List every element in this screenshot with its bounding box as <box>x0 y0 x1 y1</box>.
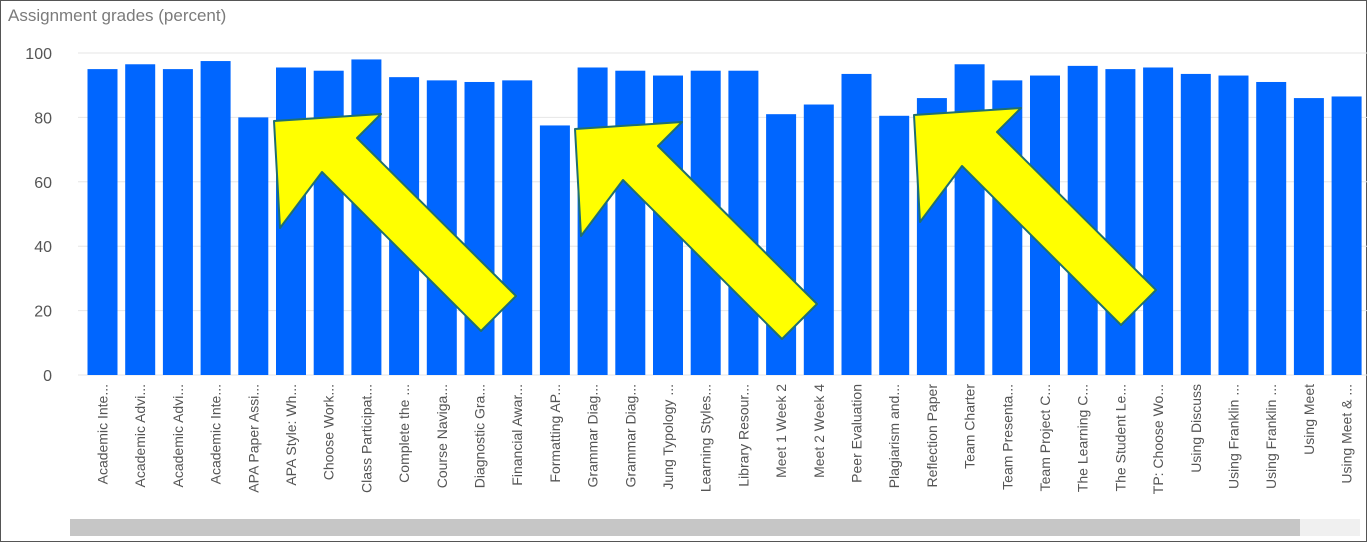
bar <box>200 61 231 376</box>
x-tick-label: Formatting AP... <box>547 384 563 483</box>
x-tick-label: Diagnostic Gra... <box>472 384 488 488</box>
x-tick-label: Meet 1 Week 2 <box>773 384 789 478</box>
x-tick-label: Reflection Paper <box>924 384 940 488</box>
x-tick-label: Meet 2 Week 4 <box>811 384 827 478</box>
x-tick-label: APA Style: Wh... <box>283 384 299 486</box>
bar <box>1143 67 1174 376</box>
highlight-arrow-1 <box>273 113 517 332</box>
x-tick-label: TP: Choose Wo... <box>1150 384 1166 494</box>
x-tick-label: Library Resour... <box>735 384 751 487</box>
x-tick-label: Financial Awar... <box>509 384 525 486</box>
bar <box>803 104 834 376</box>
x-tick-label: Academic Inte... <box>208 384 224 484</box>
bar <box>162 69 193 375</box>
bar <box>464 81 495 375</box>
x-tick-label: The Learning C... <box>1075 384 1091 492</box>
horizontal-scrollbar-thumb[interactable] <box>70 519 1300 536</box>
y-tick-label: 80 <box>34 110 52 127</box>
bar <box>1105 69 1136 375</box>
x-tick-label: Grammar Diag... <box>622 384 638 487</box>
x-tick-label: Team Presenta... <box>999 384 1015 490</box>
y-tick-label: 60 <box>34 175 52 192</box>
x-tick-label: Plagiarism and... <box>886 384 902 488</box>
bar <box>1293 98 1324 375</box>
x-tick-label: Academic Advi... <box>170 384 186 488</box>
bar <box>841 73 872 376</box>
x-tick-label: The Student Le... <box>1112 384 1128 491</box>
x-tick-label: Choose Work... <box>321 384 337 480</box>
x-tick-label: Using Franklin ... <box>1226 384 1242 489</box>
x-tick-label: Team Charter <box>962 384 978 469</box>
bar <box>879 115 910 375</box>
y-tick-label: 20 <box>34 304 52 321</box>
y-tick-label: 40 <box>34 239 52 256</box>
x-tick-label: Complete the ... <box>396 384 412 483</box>
x-tick-label: Peer Evaluation <box>849 384 865 483</box>
x-tick-label: Jung Typology ... <box>660 384 676 490</box>
bar <box>125 64 156 376</box>
x-tick-label: Team Project C... <box>1037 384 1053 491</box>
x-tick-label: Academic Advi... <box>132 384 148 488</box>
bar <box>87 69 118 375</box>
chart-title: Assignment grades (percent) <box>8 6 227 25</box>
highlight-arrow-2 <box>574 121 818 340</box>
x-tick-label: APA Paper Assi... <box>245 384 261 493</box>
x-tick-label: Using Discuss <box>1188 384 1204 473</box>
x-tick-label: Using Meet & ... <box>1339 384 1355 484</box>
bar <box>502 80 533 376</box>
x-tick-label: Learning Styles... <box>698 384 714 492</box>
x-tick-label: Class Participat... <box>358 384 374 493</box>
bar <box>238 117 269 376</box>
bar <box>1218 75 1249 375</box>
y-tick-label: 0 <box>43 368 52 385</box>
bar <box>1331 96 1362 375</box>
bar <box>1180 73 1211 376</box>
x-tick-label: Academic Inte... <box>95 384 111 484</box>
bar <box>539 125 570 375</box>
x-tick-label: Course Naviga... <box>434 384 450 488</box>
y-tick-label: 100 <box>25 46 52 63</box>
bar <box>615 70 646 376</box>
x-tick-label: Using Franklin ... <box>1263 384 1279 489</box>
bar <box>1256 81 1287 375</box>
highlight-arrow-3 <box>913 107 1157 326</box>
x-tick-label: Using Meet <box>1301 384 1317 455</box>
x-tick-label: Grammar Diag... <box>585 384 601 487</box>
